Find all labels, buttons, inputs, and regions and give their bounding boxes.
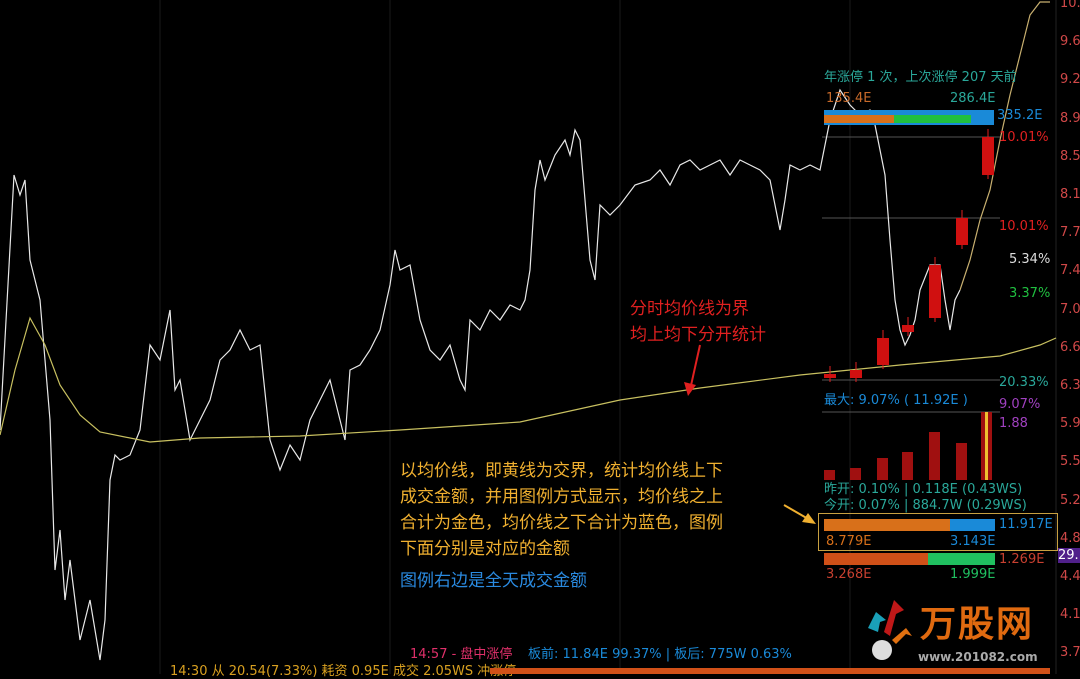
- logo-icon: [862, 592, 917, 664]
- axis-label: 3.7: [1060, 645, 1080, 661]
- volume-bar: [850, 468, 861, 480]
- limit-event: 14:57 - 盘中涨停: [410, 647, 513, 662]
- axis-label: 8.1: [1060, 187, 1080, 202]
- candle: [850, 370, 862, 378]
- top-mid-amount: 286.4E: [950, 91, 996, 106]
- max-label: 最大: 9.07% ( 11.92E ): [824, 393, 968, 408]
- axis-label: 10.0: [1060, 0, 1080, 11]
- axis-label: 8.5: [1060, 148, 1080, 164]
- bottom-status-line: 14:30 从 20.54(7.33%) 耗资 0.95E 成交 2.05WS …: [170, 664, 517, 679]
- top-above-bar: [824, 115, 894, 123]
- volume-bar: [877, 458, 888, 480]
- candle: [877, 338, 889, 365]
- axis-label: 9.2: [1060, 72, 1080, 88]
- candle: [982, 137, 994, 175]
- legend-total: 11.917E: [999, 517, 1053, 532]
- legend-box: [818, 513, 1058, 551]
- yellow-note-1: 以均价线，即黄线为交界，统计均价线上下: [400, 461, 723, 481]
- above-avg-bar: [824, 519, 950, 531]
- axis-label: 7.7: [1060, 225, 1080, 241]
- pct-3: 5.34%: [1009, 252, 1051, 267]
- axis-label: 4.4: [1060, 569, 1080, 584]
- axis-label: 4.8: [1060, 530, 1080, 546]
- axis-label: 6.6: [1060, 339, 1080, 355]
- pct-2: 10.01%: [999, 219, 1049, 234]
- volume-highlight: [985, 412, 988, 480]
- candle: [824, 374, 836, 378]
- axis-label: 5.5: [1060, 454, 1080, 470]
- yellow-note-4: 下面分别是对应的金额: [400, 539, 570, 559]
- above-amount: 8.779E: [826, 534, 872, 549]
- price-line: [0, 88, 961, 661]
- top-green-bar: [894, 115, 971, 123]
- before-after-board: 板前: 11.84E 99.37% | 板后: 775W 0.63%: [528, 647, 792, 662]
- volume-bar: [824, 470, 835, 480]
- top-total: 335.2E: [997, 108, 1043, 123]
- avg-price-line: [0, 316, 1057, 443]
- today-open: 今开: 0.07% | 884.7W (0.29WS): [824, 498, 1027, 513]
- candle: [902, 325, 914, 332]
- legend2-left: 3.268E: [826, 567, 872, 582]
- legend2-right: 1.999E: [950, 567, 996, 582]
- max-pct: 9.07%: [999, 397, 1041, 412]
- axis-label: 8.9: [1060, 110, 1080, 126]
- yellow-note-3: 合计为金色，均价线之下合计为蓝色，图例: [400, 513, 723, 533]
- trend-line: [959, 1, 1050, 291]
- legend2-right-bar: [928, 553, 995, 565]
- axis-label: 7.4: [1060, 263, 1080, 279]
- prev-open: 昨开: 0.10% | 0.118E (0.43WS): [824, 482, 1023, 497]
- red-arrow: [689, 344, 701, 391]
- volume-bar: [902, 452, 913, 480]
- pct-5: 20.33%: [999, 375, 1049, 390]
- axis-label: 7.0: [1060, 301, 1080, 317]
- below-avg-bar: [950, 519, 995, 531]
- legend2-left-bar: [824, 553, 928, 565]
- axis-label: 5.2: [1060, 492, 1080, 508]
- red-note-1: 分时均价线为界: [630, 299, 749, 319]
- volume-bar: [929, 432, 940, 480]
- axis-label: 4.1: [1060, 607, 1080, 623]
- top-left-amount: 135.4E: [826, 91, 872, 106]
- red-note-2: 均上均下分开统计: [630, 325, 766, 345]
- below-amount: 3.143E: [950, 534, 996, 549]
- volume-bar: [956, 443, 967, 480]
- candle: [956, 218, 968, 245]
- yellow-arrow-head: [802, 513, 816, 524]
- pct-4: 3.37%: [1009, 286, 1051, 301]
- logo-url: www.201082.com: [918, 650, 1038, 664]
- limit-info: 年涨停 1 次，上次涨停 207 天前: [824, 70, 1017, 85]
- logo-text: 万股网: [920, 604, 1035, 645]
- max-ratio: 1.88: [999, 416, 1028, 431]
- pct-1: 10.01%: [999, 130, 1049, 145]
- bottom-bar: [490, 668, 1050, 674]
- candle: [929, 265, 941, 318]
- legend2-total: 1.269E: [999, 552, 1045, 567]
- axis-label: 9.6: [1060, 34, 1080, 50]
- yellow-note-2: 成交金额，并用图例方式显示，均价线之上: [400, 487, 723, 507]
- axis-label: 6.3: [1060, 378, 1080, 393]
- red-arrow-head: [684, 382, 696, 396]
- axis-label: 5.9: [1060, 416, 1080, 432]
- blue-note: 图例右边是全天成交金额: [400, 571, 587, 591]
- current-price-tag: 29.: [1058, 548, 1080, 563]
